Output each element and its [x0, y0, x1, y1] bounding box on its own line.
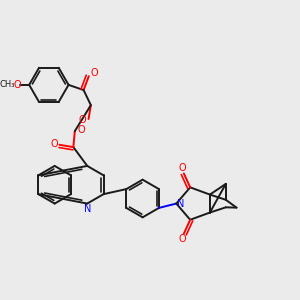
Text: O: O: [91, 68, 98, 78]
Text: O: O: [178, 163, 186, 173]
Text: O: O: [78, 125, 85, 135]
Text: CH₃: CH₃: [0, 80, 15, 89]
Text: N: N: [84, 204, 92, 214]
Text: N: N: [177, 199, 184, 208]
Text: O: O: [14, 80, 21, 90]
Text: O: O: [78, 115, 86, 125]
Text: O: O: [178, 234, 186, 244]
Text: O: O: [50, 139, 58, 149]
